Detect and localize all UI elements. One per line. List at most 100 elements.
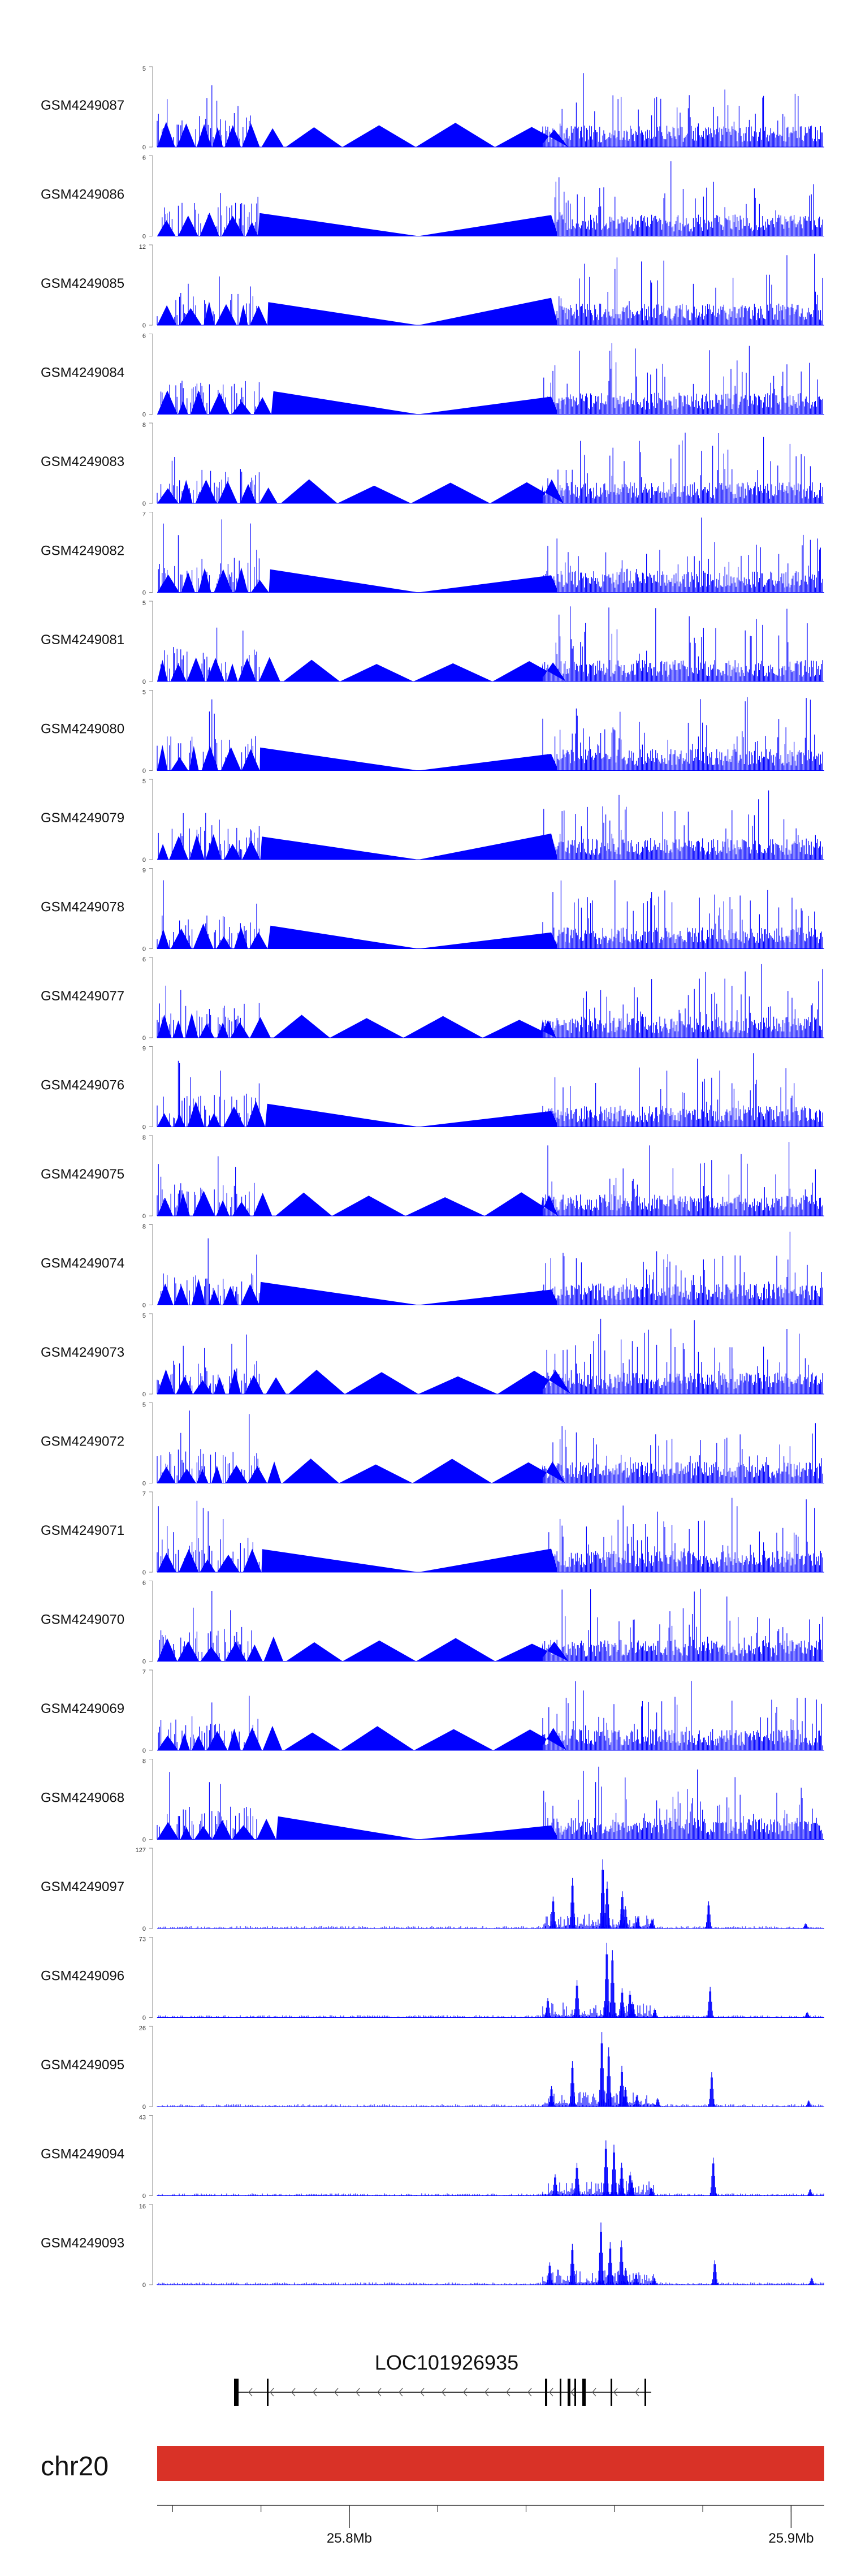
genome-tick-label: 25.8Mb	[327, 2531, 372, 2546]
y-tick-label: 0	[142, 1124, 146, 1131]
coverage-area	[157, 567, 557, 593]
coverage-track: GSM4249070 6 0	[41, 1580, 824, 1665]
genome-tick-label: 25.9Mb	[768, 2531, 814, 2546]
y-tick-label: 0	[142, 679, 146, 685]
track-label: GSM4249082	[41, 543, 124, 559]
y-tick-label: 8	[142, 422, 146, 429]
track-label: GSM4249078	[41, 900, 124, 915]
y-tick-label: 5	[142, 66, 146, 72]
gene-track: LOC101926935	[234, 2351, 651, 2406]
coverage-spikes	[157, 880, 823, 949]
coverage-area	[157, 122, 569, 147]
coverage-track: GSM4249073 5 0	[41, 1313, 824, 1398]
y-tick-label: 0	[142, 946, 146, 953]
coverage-spikes	[161, 343, 823, 415]
coverage-track: GSM4249078 9 0	[41, 868, 824, 953]
track-label: GSM4249080	[41, 722, 124, 737]
coverage-spikes	[161, 1231, 823, 1305]
track-label: GSM4249093	[41, 2236, 124, 2251]
strand-arrow	[463, 2388, 468, 2397]
coverage-area	[157, 1548, 557, 1572]
coverage-area	[157, 657, 566, 681]
coverage-spikes	[157, 2222, 824, 2285]
coverage-area	[157, 1190, 559, 1216]
gene-exon	[644, 2379, 646, 2406]
coverage-track: GSM4249069 7 0	[41, 1669, 824, 1754]
strand-arrow	[356, 2388, 360, 2397]
track-label: GSM4249072	[41, 1434, 124, 1449]
strand-arrow	[399, 2388, 403, 2397]
y-tick-label: 7	[142, 1491, 146, 1498]
strand-arrow	[334, 2388, 339, 2397]
coverage-spikes	[157, 697, 823, 771]
coverage-area	[157, 1636, 569, 1662]
coverage-spikes	[157, 1318, 823, 1394]
strand-arrow	[570, 2388, 575, 2397]
y-tick-label: 0	[142, 144, 146, 151]
track-label: GSM4249083	[41, 454, 124, 469]
coverage-spikes	[157, 253, 823, 325]
y-tick-label: 43	[139, 2115, 146, 2121]
y-tick-label: 8	[142, 1758, 146, 1765]
coverage-area	[157, 213, 557, 236]
coverage-track: GSM4249095 26 0	[41, 2025, 824, 2111]
y-tick-label: 0	[142, 1391, 146, 1398]
y-tick-label: 0	[142, 1659, 146, 1665]
track-label: GSM4249075	[41, 1167, 124, 1182]
coverage-area	[157, 1013, 556, 1038]
coverage-spikes	[157, 1142, 823, 1216]
coverage-spikes	[159, 1589, 823, 1662]
y-tick-label: 7	[142, 511, 146, 518]
coverage-area	[157, 390, 557, 415]
coverage-area	[157, 297, 557, 325]
coverage-track: GSM4249097 127 0	[41, 1847, 824, 1932]
gene-exon	[234, 2379, 239, 2406]
coverage-track: GSM4249094 43 0	[41, 2115, 824, 2200]
y-tick-label: 5	[142, 689, 146, 696]
y-tick-label: 0	[142, 322, 146, 329]
y-tick-label: 0	[142, 234, 146, 240]
y-tick-label: 0	[142, 1302, 146, 1309]
gene-exon	[545, 2379, 547, 2406]
coverage-spikes	[158, 517, 823, 593]
coverage-track: GSM4249068 8 0	[41, 1758, 824, 1844]
y-tick-label: 6	[142, 155, 146, 162]
coverage-spikes	[158, 1681, 823, 1750]
coverage-spikes	[162, 161, 823, 236]
coverage-track: GSM4249076 9 0	[41, 1046, 824, 1131]
coverage-spikes	[158, 790, 823, 860]
chromosome-track: chr20	[41, 2446, 824, 2482]
strand-arrow	[291, 2388, 296, 2397]
track-label: GSM4249077	[41, 989, 124, 1004]
coverage-track: GSM4249072 5 0	[41, 1402, 824, 1487]
strand-arrow	[613, 2388, 618, 2397]
y-tick-label: 5	[142, 600, 146, 607]
strand-arrow	[635, 2388, 639, 2397]
strand-arrow	[506, 2388, 510, 2397]
y-tick-label: 0	[142, 857, 146, 864]
y-tick-label: 8	[142, 1224, 146, 1231]
coverage-area	[157, 1279, 557, 1305]
y-tick-label: 8	[142, 1134, 146, 1141]
coverage-area	[157, 1459, 565, 1483]
track-label: GSM4249076	[41, 1078, 124, 1093]
coverage-area	[157, 745, 557, 771]
y-tick-label: 0	[142, 2282, 146, 2289]
coverage-area	[157, 924, 557, 949]
coverage-spikes	[157, 1410, 823, 1483]
track-label: GSM4249094	[41, 2147, 124, 2162]
gene-exon	[611, 2379, 612, 2406]
y-tick-label: 0	[142, 2015, 146, 2022]
track-label: GSM4249096	[41, 1969, 124, 1984]
coverage-track: GSM4249096 73 0	[41, 1936, 824, 2022]
coverage-spikes	[157, 1943, 824, 2018]
coverage-area	[157, 1725, 567, 1750]
strand-arrow	[377, 2388, 382, 2397]
coverage-spikes	[157, 1053, 823, 1127]
coverage-area	[157, 479, 564, 503]
coverage-track: GSM4249083 8 0	[41, 422, 824, 507]
y-tick-label: 6	[142, 1580, 146, 1587]
y-tick-label: 9	[142, 868, 146, 874]
coverage-track: GSM4249081 5 0	[41, 600, 824, 685]
